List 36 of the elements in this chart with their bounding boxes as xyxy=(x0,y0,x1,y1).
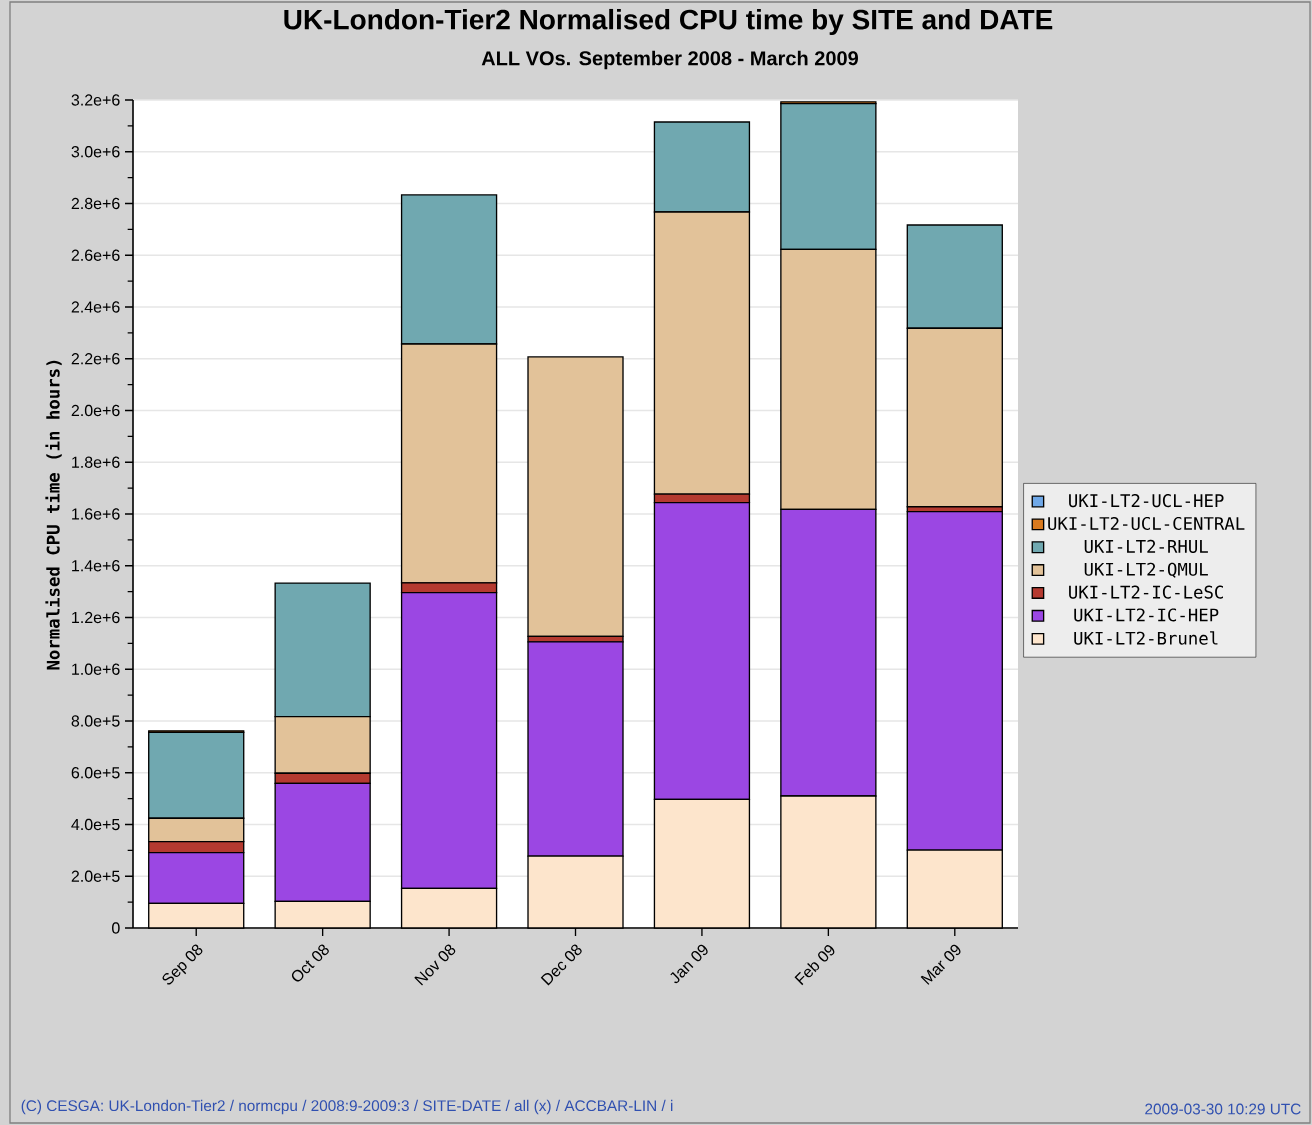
y-tick-label: 2.4e+6 xyxy=(71,301,120,313)
legend-label: UKI-LT2-IC-LeSC xyxy=(1069,585,1223,599)
x-tick-label: Mar 09 xyxy=(920,944,961,985)
chart-title: UK-London-Tier2 Normalised CPU time by SITE and DATE xyxy=(284,8,1053,36)
y-tick-label: 3.2e+6 xyxy=(71,94,120,106)
legend-label: UKI-LT2-QMUL xyxy=(1084,562,1208,578)
legend-label: UKI-LT2-UCL-HEP xyxy=(1069,494,1224,508)
y-tick-label: 1.0e+6 xyxy=(72,663,120,675)
y-tick-label: 2.0e+6 xyxy=(71,404,120,417)
chart-subtitle: ALL VOs. September 2008 - March 2009 xyxy=(481,50,858,70)
legend-label: UKI-LT2-IC-HEP xyxy=(1074,608,1219,622)
x-tick-label: Oct 08 xyxy=(291,944,329,982)
y-tick-label: 6.0e+5 xyxy=(71,767,120,779)
y-tick-label: 1.4e+6 xyxy=(72,560,120,572)
y-tick-label: 2.2e+6 xyxy=(71,353,120,365)
legend-label: UKI-LT2-Brunel xyxy=(1074,631,1218,645)
y-tick-label: 0 xyxy=(112,922,120,934)
y-tick-label: 2.6e+6 xyxy=(71,249,120,261)
y-tick-label: 1.8e+6 xyxy=(72,456,120,468)
text: (C) CESGA: UK-London-Tier2 / normcpu / 2008:9-2009:3 / SITE-DATE / all (x) / ACCBAR-LIN / i xyxy=(21,1099,673,1115)
text: 2009-03-30 10:29 UTC xyxy=(1145,1103,1301,1115)
y-tick-label: 1.2e+6 xyxy=(72,611,120,624)
y-tick-label: 1.6e+6 xyxy=(72,508,120,520)
x-tick-label: Sep 08 xyxy=(162,944,203,985)
y-axis-title: Normalised CPU time (in hours) xyxy=(45,360,62,670)
y-tick-label: 8.0e+5 xyxy=(71,715,120,727)
x-tick-label: Jan 09 xyxy=(670,944,708,984)
legend-label: UKI-LT2-UCL-CENTRAL xyxy=(1048,516,1245,531)
y-tick-label: 3.0e+6 xyxy=(71,146,120,158)
x-tick-label: Feb 09 xyxy=(794,945,835,986)
y-tick-label: 2.0e+5 xyxy=(71,870,120,882)
x-tick-label: Dec 08 xyxy=(540,944,582,986)
y-tick-label: 4.0e+5 xyxy=(71,818,120,831)
legend-label: UKI-LT2-RHUL xyxy=(1084,539,1208,553)
x-tick-label: Nov 08 xyxy=(414,944,456,986)
y-tick-label: 2.8e+6 xyxy=(71,197,120,210)
